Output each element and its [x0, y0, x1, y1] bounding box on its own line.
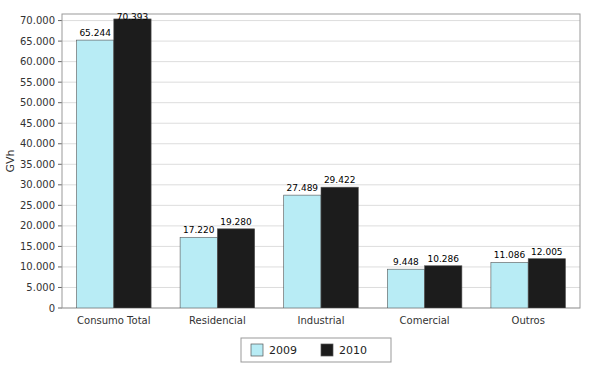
y-tick-label: 60.000 — [20, 56, 55, 67]
y-tick-label: 35.000 — [20, 159, 55, 170]
x-tick-label: Residencial — [189, 315, 246, 326]
y-tick-label: 45.000 — [20, 118, 55, 129]
y-tick — [58, 164, 62, 165]
y-tick-label: 25.000 — [20, 200, 55, 211]
legend: 2009 2010 — [241, 338, 391, 362]
bar — [77, 40, 114, 308]
y-tick — [58, 308, 62, 309]
x-tick-label: Comercial — [400, 315, 450, 326]
data-label: 19.280 — [220, 217, 252, 227]
y-tick-label: 40.000 — [20, 138, 55, 149]
y-tick — [58, 143, 62, 144]
y-tick — [58, 20, 62, 21]
y-tick — [58, 102, 62, 103]
y-tick-label: 55.000 — [20, 77, 55, 88]
bar — [114, 19, 151, 308]
y-tick — [58, 287, 62, 288]
y-tick — [58, 184, 62, 185]
data-label: 10.286 — [427, 254, 459, 264]
x-tick-label: Industrial — [298, 315, 345, 326]
y-tick — [58, 41, 62, 42]
y-tick — [58, 266, 62, 267]
legend-frame — [241, 338, 391, 362]
legend-label: 2009 — [269, 344, 297, 357]
bar — [387, 269, 424, 308]
data-labels: 65.244 17.220 27.489 9.448 11.086 70.393 19.28… — [79, 12, 562, 267]
data-label: 17.220 — [183, 225, 215, 235]
y-tick — [58, 123, 62, 124]
bar — [180, 237, 217, 308]
data-label: 11.086 — [494, 250, 526, 260]
data-label: 27.489 — [287, 183, 319, 193]
data-label: 70.393 — [117, 12, 149, 22]
y-tick — [58, 61, 62, 62]
y-tick — [58, 82, 62, 83]
y-tick — [58, 205, 62, 206]
bar — [284, 195, 321, 308]
plot-frame — [62, 14, 580, 308]
x-axis: Consumo Total Residencial Industrial Comerc… — [77, 315, 545, 326]
bar — [491, 262, 528, 308]
y-tick — [58, 225, 62, 226]
y-tick-label: 65.000 — [20, 36, 55, 47]
y-tick-label: 0 — [49, 303, 55, 314]
y-axis: 0 5.000 10.000 15.000 20.000 25.000 30.000 35.0… — [20, 15, 62, 313]
x-tick-label: Outros — [512, 315, 545, 326]
bar — [528, 259, 565, 308]
y-tick-label: 5.000 — [26, 282, 55, 293]
chart: 0 5.000 10.000 15.000 20.000 25.000 30.000 35.0… — [0, 0, 594, 372]
legend-label: 2010 — [339, 344, 367, 357]
y-tick-label: 30.000 — [20, 179, 55, 190]
bar — [321, 187, 358, 308]
y-axis-label: GVh — [4, 149, 17, 172]
y-tick-label: 10.000 — [20, 261, 55, 272]
data-label: 12.005 — [531, 247, 563, 257]
y-tick-label: 50.000 — [20, 97, 55, 108]
y-tick-label: 70.000 — [20, 15, 55, 26]
data-label: 9.448 — [393, 257, 419, 267]
x-tick-label: Consumo Total — [77, 315, 150, 326]
data-label: 65.244 — [79, 28, 111, 38]
legend-swatch — [321, 344, 333, 356]
y-tick — [58, 246, 62, 247]
bars — [77, 19, 566, 308]
y-tick-label: 15.000 — [20, 241, 55, 252]
data-label: 29.422 — [324, 175, 356, 185]
bar — [217, 229, 254, 308]
y-tick-label: 20.000 — [20, 220, 55, 231]
bar — [425, 266, 462, 308]
legend-swatch — [251, 344, 263, 356]
